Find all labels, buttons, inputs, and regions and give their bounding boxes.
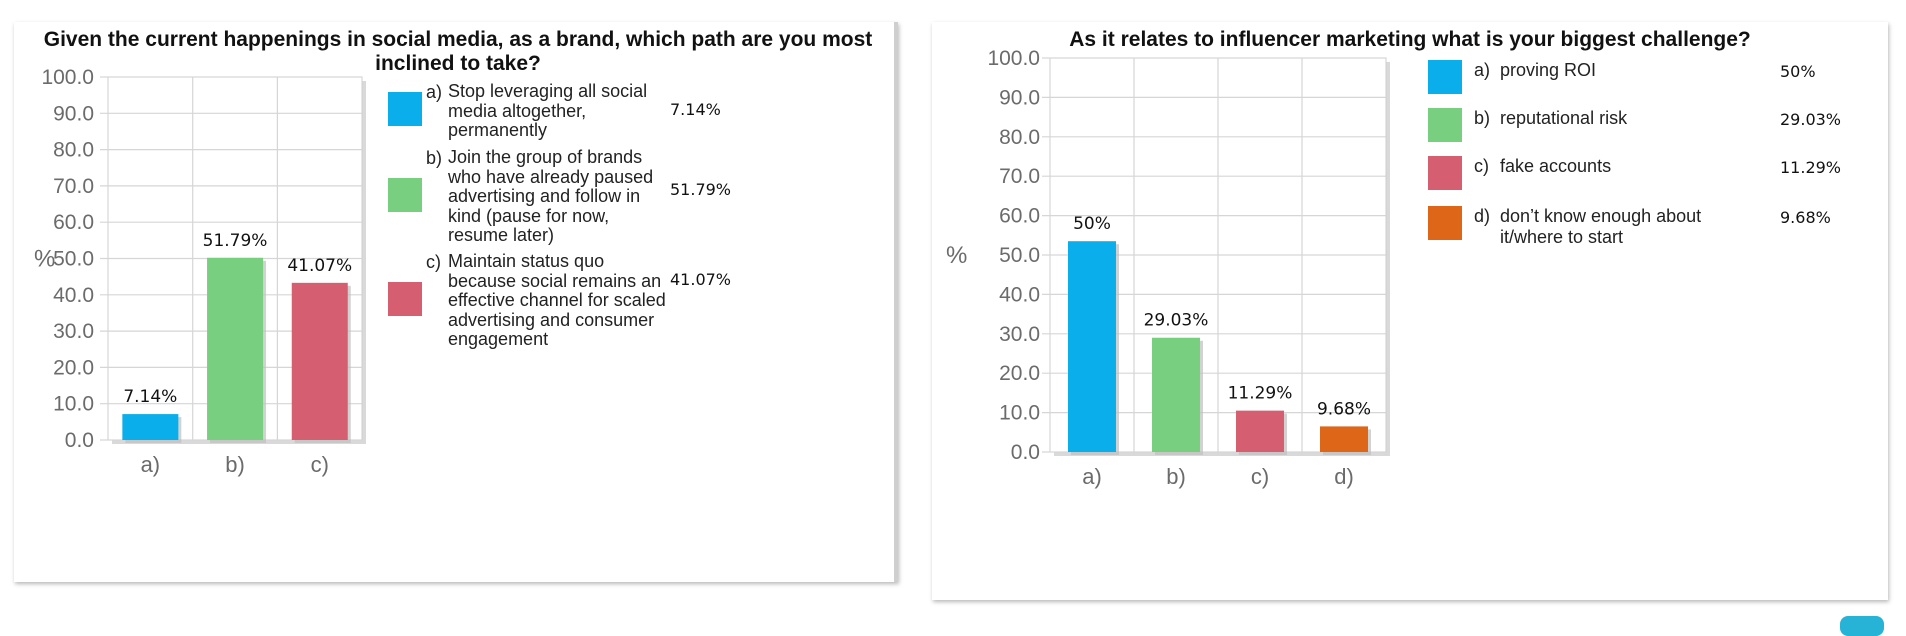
legend-key: d)	[1474, 206, 1491, 226]
y-tick-label: 30.0	[53, 320, 94, 343]
x-tick-label: c)	[311, 452, 329, 477]
bar-d	[1320, 426, 1368, 452]
y-tick-label: 40.0	[53, 284, 94, 307]
legend-swatch	[1428, 60, 1462, 94]
y-tick-label: 70.0	[999, 165, 1040, 188]
x-tick-label: d)	[1334, 464, 1354, 489]
chart-title: Given the current happenings in social m…	[43, 28, 873, 75]
data-label: 50%	[1073, 214, 1111, 234]
y-axis-label: %	[34, 246, 55, 273]
chart-title: As it relates to influencer marketing wh…	[1069, 28, 1751, 51]
legend-swatch	[1428, 108, 1462, 142]
legend-text: Stop leveraging all social media altogeth…	[448, 81, 648, 141]
legend-text-line: advertising and consumer	[448, 309, 655, 330]
legend-percent: 50%	[1780, 62, 1816, 81]
y-tick-label: 30.0	[999, 323, 1040, 346]
bar-b	[1152, 337, 1200, 452]
x-tick-label: c)	[1251, 464, 1269, 489]
legend-text: fake accounts	[1500, 156, 1611, 177]
data-label: 7.14%	[123, 387, 177, 407]
legend-percent: 7.14%	[670, 100, 721, 119]
legend-text-line: reputational risk	[1500, 108, 1628, 128]
y-tick-label: 60.0	[53, 211, 94, 234]
chart-panel-left: Given the current happenings in social m…	[14, 22, 898, 582]
legend-percent: 9.68%	[1780, 208, 1831, 227]
legend-key: b)	[1474, 108, 1491, 128]
y-tick-label: 100.0	[41, 66, 94, 89]
data-label: 29.03%	[1144, 311, 1209, 331]
y-tick-label: 60.0	[999, 205, 1040, 228]
legend-text: proving ROI	[1500, 60, 1596, 81]
legend-text-line: effective channel for scaled	[448, 290, 666, 310]
y-tick-label: 0.0	[65, 429, 94, 452]
legend-percent: 51.79%	[670, 180, 732, 199]
x-tick-label: b)	[1166, 464, 1186, 489]
legend-swatch	[388, 282, 422, 316]
legend-swatch	[1428, 156, 1462, 190]
y-axis-label: %	[946, 242, 967, 269]
legend-text-line: engagement	[448, 329, 549, 349]
legend-key: b)	[426, 148, 443, 168]
bar-a	[1068, 241, 1116, 452]
legend-percent: 29.03%	[1780, 110, 1842, 129]
x-tick-label: a)	[141, 452, 161, 477]
y-tick-label: 90.0	[999, 86, 1040, 109]
y-tick-label: 80.0	[999, 126, 1040, 149]
legend-key: a)	[1474, 60, 1491, 80]
legend-text: don’t know enough about it/where to start	[1500, 206, 1701, 248]
legend-text: reputational risk	[1500, 108, 1627, 129]
legend-text-line: Join the group of brands	[448, 147, 643, 167]
data-label: 9.68%	[1317, 399, 1371, 419]
legend-text-line: who have already paused	[448, 166, 654, 187]
legend-text-line: media altogether,	[448, 100, 587, 121]
legend-key: a)	[426, 82, 443, 102]
y-tick-label: 10.0	[999, 402, 1040, 425]
bar-b	[207, 257, 264, 440]
legend-text-line: Stop leveraging all social	[448, 81, 648, 101]
legend-key: c)	[426, 252, 441, 272]
data-label: 41.07%	[287, 256, 352, 276]
y-tick-label: 20.0	[53, 356, 94, 379]
legend-text-line: kind (pause for now,	[448, 205, 610, 226]
legend-percent: 41.07%	[670, 270, 732, 289]
legend-text: Maintain status quo because social remain…	[448, 251, 666, 350]
legend-text: Join the group of brands who have already…	[448, 147, 654, 246]
legend-text-line: resume later)	[448, 225, 555, 245]
y-tick-label: 40.0	[999, 283, 1040, 306]
data-label: 51.79%	[203, 231, 268, 251]
y-tick-label: 80.0	[53, 139, 94, 162]
x-tick-label: b)	[225, 452, 245, 477]
bar-c	[1236, 410, 1284, 452]
y-tick-label: 10.0	[53, 393, 94, 416]
legend-text-line: don’t know enough about	[1500, 206, 1702, 226]
chart-panel-right: As it relates to influencer marketing wh…	[932, 22, 1888, 600]
bar-chart-left: 0.0 10.0 20.0 30.0 40.0 50.0 60.0 70.0 80.0 90.0 1…	[34, 66, 366, 477]
bar-a	[122, 414, 179, 440]
y-tick-label: 100.0	[987, 47, 1040, 70]
legend-text-line: because social remains an	[448, 270, 662, 291]
bar-chart-right: 0.0 10.0 20.0 30.0 40.0 50.0 60.0 70.0 80.0 90.0 1…	[946, 47, 1390, 489]
legend-swatch	[388, 178, 422, 212]
legend-text-line: permanently	[448, 120, 548, 140]
bar-c	[291, 282, 348, 440]
corner-button[interactable]	[1840, 616, 1884, 636]
x-tick-label: a)	[1082, 464, 1102, 489]
legend-swatch	[388, 92, 422, 126]
y-tick-label: 0.0	[1011, 441, 1040, 464]
legend-text-line: Maintain status quo	[448, 251, 605, 271]
data-label: 11.29%	[1228, 384, 1293, 404]
legend-text-line: advertising and follow in	[448, 186, 641, 206]
y-tick-label: 50.0	[53, 248, 94, 271]
y-tick-label: 20.0	[999, 362, 1040, 385]
y-tick-label: 90.0	[53, 102, 94, 125]
legend-text-line: fake accounts	[1500, 156, 1612, 176]
legend-percent: 11.29%	[1780, 158, 1842, 177]
legend-text-line: proving ROI	[1500, 60, 1597, 80]
legend-key: c)	[1474, 156, 1489, 176]
y-tick-label: 50.0	[999, 244, 1040, 267]
y-tick-label: 70.0	[53, 175, 94, 198]
legend-swatch	[1428, 206, 1462, 240]
legend-text-line: it/where to start	[1500, 227, 1624, 247]
